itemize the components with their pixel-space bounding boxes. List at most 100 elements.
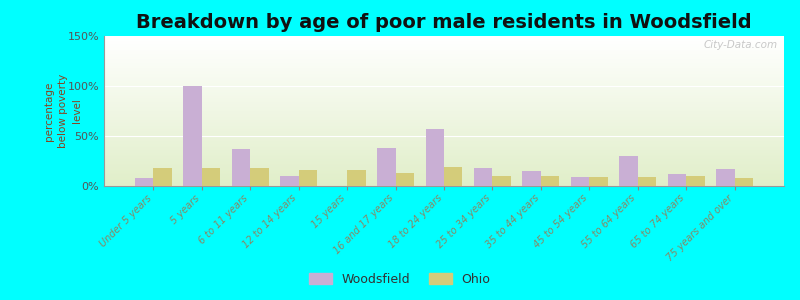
Bar bbox=[104, 110, 784, 111]
Bar bbox=[104, 177, 784, 178]
Bar bbox=[104, 70, 784, 72]
Bar bbox=[104, 68, 784, 69]
Bar bbox=[104, 120, 784, 122]
Bar bbox=[104, 174, 784, 176]
Bar bbox=[104, 167, 784, 168]
Y-axis label: percentage
below poverty
level: percentage below poverty level bbox=[44, 74, 82, 148]
Bar bbox=[104, 162, 784, 164]
Bar bbox=[104, 76, 784, 78]
Bar bbox=[104, 111, 784, 112]
Bar bbox=[104, 172, 784, 174]
Bar bbox=[104, 159, 784, 160]
Bar bbox=[104, 54, 784, 56]
Bar bbox=[104, 122, 784, 123]
Bar bbox=[104, 108, 784, 110]
Bar bbox=[232, 149, 250, 186]
Bar bbox=[104, 85, 784, 87]
Bar bbox=[104, 93, 784, 94]
Bar bbox=[104, 44, 784, 45]
Bar bbox=[104, 94, 784, 96]
Bar bbox=[104, 100, 784, 102]
Bar bbox=[734, 178, 753, 186]
Bar bbox=[493, 176, 511, 186]
Bar bbox=[104, 147, 784, 148]
Bar bbox=[104, 114, 784, 116]
Bar bbox=[104, 51, 784, 52]
Bar bbox=[104, 142, 784, 144]
Bar bbox=[104, 42, 784, 44]
Bar bbox=[104, 150, 784, 152]
Bar bbox=[104, 140, 784, 141]
Bar bbox=[474, 168, 493, 186]
Bar bbox=[104, 154, 784, 156]
Bar bbox=[104, 116, 784, 117]
Bar bbox=[104, 135, 784, 136]
Bar bbox=[716, 169, 734, 186]
Bar bbox=[104, 156, 784, 158]
Bar bbox=[377, 148, 395, 186]
Bar bbox=[104, 118, 784, 120]
Bar bbox=[250, 168, 269, 186]
Bar bbox=[104, 52, 784, 54]
Bar bbox=[104, 99, 784, 100]
Bar bbox=[522, 171, 541, 186]
Bar bbox=[104, 84, 784, 86]
Title: Breakdown by age of poor male residents in Woodsfield: Breakdown by age of poor male residents … bbox=[136, 13, 752, 32]
Bar bbox=[104, 69, 784, 70]
Bar bbox=[104, 72, 784, 74]
Bar bbox=[619, 156, 638, 186]
Bar bbox=[104, 183, 784, 184]
Bar bbox=[104, 48, 784, 50]
Bar bbox=[104, 50, 784, 51]
Bar bbox=[104, 57, 784, 58]
Bar bbox=[104, 132, 784, 134]
Bar bbox=[638, 177, 656, 186]
Bar bbox=[154, 168, 172, 186]
Bar bbox=[104, 46, 784, 48]
Bar bbox=[104, 136, 784, 138]
Bar bbox=[104, 96, 784, 98]
Bar bbox=[104, 153, 784, 154]
Bar bbox=[104, 117, 784, 118]
Bar bbox=[104, 134, 784, 135]
Bar bbox=[104, 39, 784, 40]
Bar bbox=[104, 102, 784, 104]
Bar bbox=[571, 177, 590, 186]
Bar bbox=[104, 88, 784, 90]
Bar bbox=[104, 168, 784, 170]
Bar bbox=[104, 58, 784, 60]
Bar bbox=[104, 164, 784, 165]
Text: City-Data.com: City-Data.com bbox=[703, 40, 778, 50]
Bar bbox=[104, 123, 784, 124]
Bar bbox=[104, 176, 784, 177]
Bar bbox=[104, 66, 784, 68]
Bar bbox=[104, 75, 784, 76]
Bar bbox=[280, 176, 298, 186]
Bar bbox=[104, 129, 784, 130]
Bar bbox=[104, 103, 784, 105]
Legend: Woodsfield, Ohio: Woodsfield, Ohio bbox=[304, 268, 496, 291]
Bar bbox=[104, 90, 784, 92]
Bar bbox=[104, 40, 784, 42]
Bar bbox=[104, 130, 784, 132]
Bar bbox=[104, 158, 784, 159]
Bar bbox=[104, 180, 784, 182]
Bar bbox=[104, 80, 784, 81]
Bar bbox=[298, 170, 317, 186]
Bar bbox=[104, 138, 784, 140]
Bar bbox=[104, 60, 784, 61]
Bar bbox=[104, 144, 784, 146]
Bar bbox=[104, 56, 784, 57]
Bar bbox=[104, 78, 784, 80]
Bar bbox=[104, 106, 784, 108]
Bar bbox=[590, 177, 608, 186]
Bar bbox=[104, 160, 784, 162]
Bar bbox=[104, 38, 784, 39]
Bar bbox=[104, 152, 784, 153]
Bar bbox=[104, 82, 784, 84]
Bar bbox=[104, 182, 784, 183]
Bar bbox=[104, 81, 784, 82]
Bar bbox=[104, 87, 784, 88]
Bar bbox=[686, 176, 705, 186]
Bar bbox=[104, 105, 784, 106]
